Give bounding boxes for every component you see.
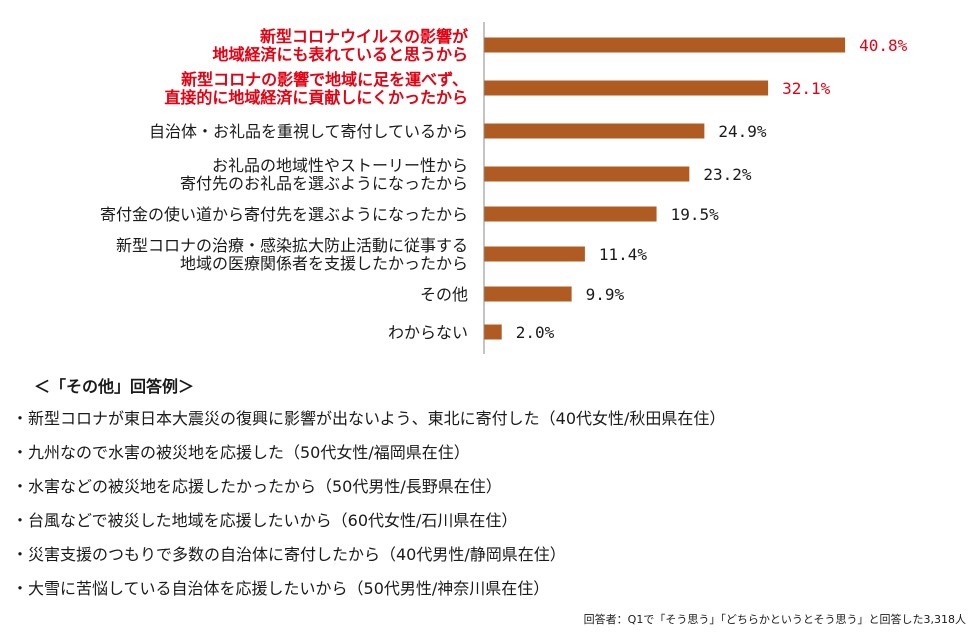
bar [484,37,846,53]
list-item: ・台風などで被災した地域を応援したいから（60代女性/石川県在住） [12,511,518,530]
data-label: 32.1% [782,79,831,98]
data-label: 11.4% [599,245,648,264]
category-label-line: その他 [420,285,468,304]
data-label: 23.2% [703,165,752,184]
category-label-line: お礼品の地域性やストーリー性から [212,156,468,175]
data-label: 2.0% [516,323,555,342]
data-label: 19.5% [671,205,720,224]
data-label: 24.9% [718,122,767,141]
category-label-line: 直接的に地域経済に貢献しにくかったから [164,88,468,107]
category-label-line: 新型コロナの影響で地域に足を運べず、 [181,70,468,89]
category-label-line: 寄付先のお礼品を選ぶようになったから [180,174,468,193]
data-label: 9.9% [586,285,625,304]
bars [484,37,846,340]
category-label-line: 地域経済にも表れていると思うから [212,45,468,64]
bar [484,286,572,302]
category-label-line: 自治体・お礼品を重視して寄付しているから [149,122,468,141]
bar [484,324,502,340]
category-label-line: 新型コロナウイルスの影響が [260,27,468,46]
list-item: ・災害支援のつもりで多数の自治体に寄付したから（40代男性/静岡県在住） [12,545,566,564]
category-label: 新型コロナの治療・感染拡大防止活動に従事する地域の医療関係者を支援したかったから [116,236,468,273]
bar [484,246,585,262]
bar [484,123,705,139]
list-item: ・新型コロナが東日本大震災の復興に影響が出ないよう、東北に寄付した（40代女性/… [12,409,726,428]
category-label: 新型コロナの影響で地域に足を運べず、直接的に地域経済に貢献しにくかったから [164,70,468,107]
category-label: 自治体・お礼品を重視して寄付しているから [149,122,468,141]
category-label: その他 [420,285,468,304]
bar [484,80,769,96]
category-label: お礼品の地域性やストーリー性から寄付先のお礼品を選ぶようになったから [180,156,468,193]
bar [484,206,657,222]
other-answers-list: ・新型コロナが東日本大震災の復興に影響が出ないよう、東北に寄付した（40代女性/… [12,407,725,611]
bar [484,166,690,182]
list-item: ・水害などの被災地を応援したかったから（50代男性/長野県在住） [12,477,502,496]
bar-chart: 新型コロナウイルスの影響が地域経済にも表れていると思うから新型コロナの影響で地域… [100,22,908,354]
category-label: 新型コロナウイルスの影響が地域経済にも表れていると思うから [212,27,468,64]
category-label-line: 新型コロナの治療・感染拡大防止活動に従事する [116,236,468,255]
list-item: ・九州なので水害の被災地を応援した（50代女性/福岡県在住） [12,443,470,462]
category-label-line: 寄付金の使い道から寄付先を選ぶようになったから [100,205,468,224]
category-label: わからない [388,323,468,342]
category-label-line: 地域の医療関係者を支援したかったから [180,254,468,273]
category-label: 寄付金の使い道から寄付先を選ぶようになったから [100,205,468,224]
category-label-line: わからない [388,323,468,342]
data-label: 40.8% [859,36,908,55]
respondent-footnote: 回答者：Q1で「そう思う」「どちらかというとそう思う」と回答した3,318人 [583,613,966,626]
other-answers-title: ＜「その他」回答例＞ [34,377,195,396]
value-labels: 40.8% 32.1% 24.9% 23.2% 19.5% 11.4% 9.9% 2.0% [516,36,908,342]
list-item: ・大雪に苦悩している自治体を応援したいから（50代男性/神奈川県在住） [12,579,550,598]
category-labels: 新型コロナウイルスの影響が地域経済にも表れていると思うから新型コロナの影響で地域… [100,27,468,342]
